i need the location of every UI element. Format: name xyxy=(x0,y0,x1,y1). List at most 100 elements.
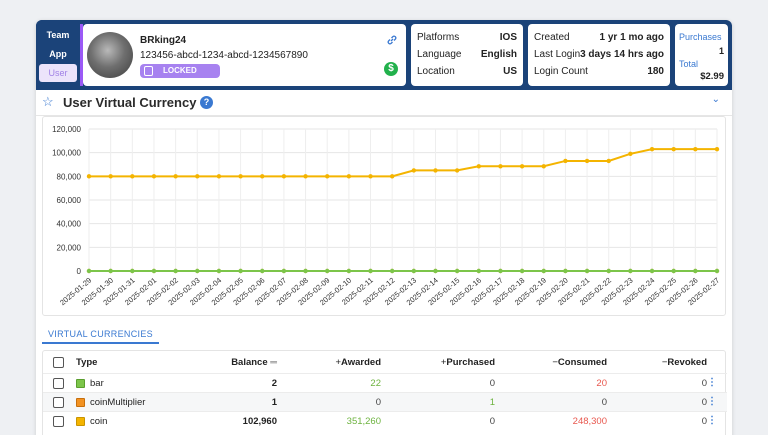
scope-nav: Team App User xyxy=(36,20,80,90)
row-checkbox[interactable] xyxy=(53,397,64,408)
currency-swatch xyxy=(76,398,85,407)
data-point-bar xyxy=(628,268,633,274)
col-type[interactable]: Type xyxy=(76,357,98,368)
col-purchased[interactable]: +Purchased xyxy=(441,357,495,368)
cell-purchased: 1 xyxy=(489,397,495,408)
data-point-coin xyxy=(541,164,546,169)
purchases-label: Purchases xyxy=(679,32,722,42)
data-point-coin xyxy=(498,164,503,169)
data-point-bar xyxy=(519,268,525,274)
data-point-bar xyxy=(649,268,655,274)
cell-revoked: 0 xyxy=(701,416,707,427)
data-point-bar xyxy=(714,268,720,274)
cell-balance: 2 xyxy=(271,378,277,389)
nav-team[interactable]: Team xyxy=(46,30,70,40)
col-awarded[interactable]: +Awarded xyxy=(335,357,381,368)
line-chart: 020,00040,00060,00080,000100,000120,0002… xyxy=(52,125,721,307)
row-checkbox[interactable] xyxy=(53,416,64,427)
nav-user[interactable]: User xyxy=(39,64,77,82)
last-login-value: 3 days 14 hrs ago xyxy=(580,49,664,60)
y-tick-label: 80,000 xyxy=(57,172,82,181)
data-point-coin xyxy=(454,168,460,173)
total-label: Total xyxy=(679,59,699,69)
user-header: Team App User BRking24 123456-abcd-1234-… xyxy=(36,20,732,90)
platforms-value: IOS xyxy=(499,32,517,43)
status-label: LOCKED xyxy=(163,66,197,75)
table-row[interactable]: coinMultiplier 1 0 1 0 0 ⋮ xyxy=(43,392,727,411)
data-point-coin xyxy=(325,174,330,179)
more-vertical-icon[interactable]: ⋮ xyxy=(707,415,717,426)
data-point-coin xyxy=(411,168,417,173)
data-point-bar xyxy=(476,268,481,274)
language-value: English xyxy=(480,49,517,60)
col-consumed[interactable]: −Consumed xyxy=(552,357,607,368)
data-point-bar xyxy=(173,268,178,274)
user-id: 123456-abcd-1234-abcd-1234567890 xyxy=(140,50,308,61)
user-card: BRking24 123456-abcd-1234-abcd-123456789… xyxy=(83,24,406,86)
data-point-coin xyxy=(519,164,525,169)
table-row[interactable]: bar 2 22 0 20 0 ⋮ xyxy=(43,373,727,392)
table-row[interactable]: coin 102,960 351,260 0 248,300 0 ⋮ xyxy=(43,411,727,430)
sort-icon[interactable]: ═ xyxy=(267,357,277,368)
data-point-bar xyxy=(130,268,135,274)
location-label: Location xyxy=(417,66,455,77)
data-point-bar xyxy=(195,268,200,274)
row-checkbox[interactable] xyxy=(53,378,64,389)
data-point-coin xyxy=(216,174,222,179)
purchases-card: Purchases 1 Total $2.99 xyxy=(675,24,728,86)
series-line-coin xyxy=(89,148,717,178)
cell-type: coin xyxy=(90,416,108,427)
lock-icon xyxy=(144,66,153,76)
star-icon[interactable]: ☆ xyxy=(42,94,54,109)
data-point-bar xyxy=(411,268,417,274)
cell-revoked: 0 xyxy=(701,378,707,389)
data-point-coin xyxy=(346,174,352,179)
data-point-bar xyxy=(260,268,265,274)
cell-revoked: 0 xyxy=(701,397,707,408)
y-tick-label: 0 xyxy=(77,267,82,276)
avatar xyxy=(87,32,133,78)
nav-app[interactable]: App xyxy=(49,49,67,59)
data-point-coin xyxy=(389,174,395,179)
data-point-coin xyxy=(563,158,568,164)
col-revoked[interactable]: −Revoked xyxy=(662,357,707,368)
tab-virtual-currencies[interactable]: VIRTUAL CURRENCIES xyxy=(42,326,159,344)
cell-awarded: 351,260 xyxy=(346,416,381,427)
col-consumed-label: Consumed xyxy=(557,357,607,368)
created-value: 1 yr 1 mo ago xyxy=(599,32,664,43)
table-header: Type Balance ═ +Awarded +Purchased −Cons… xyxy=(43,353,727,372)
minus-icon: − xyxy=(552,357,558,368)
data-point-coin xyxy=(130,174,135,179)
data-point-coin xyxy=(584,158,590,164)
data-point-coin xyxy=(649,146,655,152)
help-icon[interactable]: ? xyxy=(200,96,213,109)
data-point-bar xyxy=(584,268,590,274)
tab-bar: VIRTUAL CURRENCIES xyxy=(42,326,726,344)
more-vertical-icon[interactable]: ⋮ xyxy=(707,377,717,388)
data-point-coin xyxy=(693,146,698,152)
active-indicator xyxy=(80,24,83,86)
col-purchased-label: Purchased xyxy=(446,357,495,368)
data-point-coin xyxy=(86,174,92,179)
link-icon[interactable] xyxy=(386,34,398,46)
total-value: $2.99 xyxy=(700,71,724,82)
data-point-bar xyxy=(325,268,330,274)
status-badge: LOCKED xyxy=(140,64,220,78)
created-label: Created xyxy=(534,32,570,43)
page-title: User Virtual Currency xyxy=(63,95,197,110)
data-point-coin xyxy=(628,151,633,157)
cell-type: bar xyxy=(90,378,104,389)
more-vertical-icon[interactable]: ⋮ xyxy=(707,396,717,407)
data-point-coin xyxy=(173,174,178,179)
select-all-checkbox[interactable] xyxy=(53,357,64,368)
data-point-bar xyxy=(346,268,352,274)
data-point-bar xyxy=(433,268,438,274)
cell-awarded: 22 xyxy=(370,378,381,389)
y-tick-label: 20,000 xyxy=(57,243,82,252)
col-awarded-label: Awarded xyxy=(341,357,381,368)
chevron-down-icon[interactable]: ⌄ xyxy=(711,94,720,105)
col-balance-label: Balance xyxy=(231,357,268,368)
platforms-label: Platforms xyxy=(417,32,460,43)
dollar-icon[interactable]: $ xyxy=(384,62,398,76)
col-balance[interactable]: Balance ═ xyxy=(231,357,277,368)
